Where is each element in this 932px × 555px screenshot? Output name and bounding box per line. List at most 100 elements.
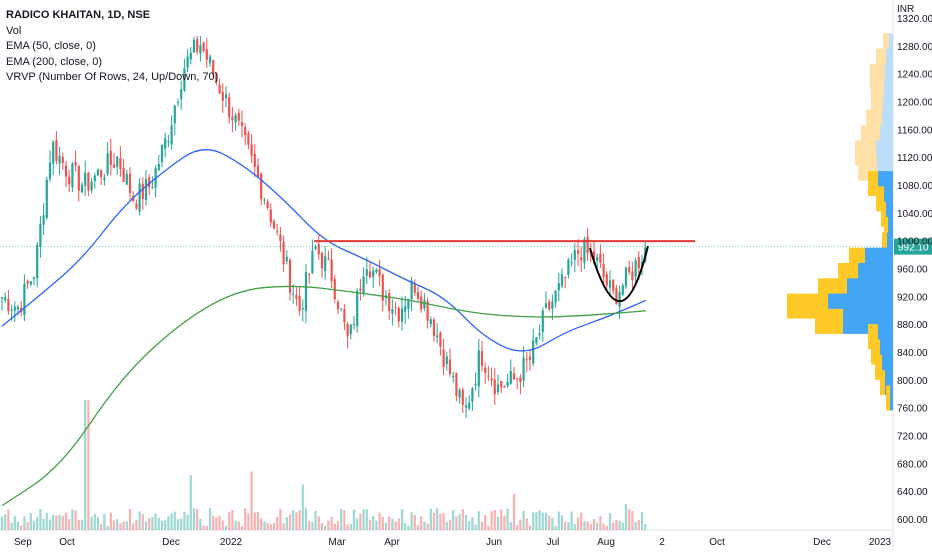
candle-body bbox=[164, 138, 167, 149]
volume-bar bbox=[279, 508, 282, 530]
candle-body bbox=[452, 375, 455, 377]
candle-body bbox=[112, 164, 116, 168]
candle-body bbox=[295, 295, 298, 299]
volume-bar bbox=[234, 520, 237, 530]
volume-bar bbox=[173, 511, 176, 530]
volume-bar bbox=[26, 521, 29, 530]
candle-body bbox=[272, 221, 276, 229]
candle-body bbox=[260, 173, 263, 200]
volume-bar bbox=[452, 509, 455, 530]
volume-bar bbox=[512, 493, 516, 530]
candle-body bbox=[557, 283, 560, 291]
volume-bar bbox=[583, 521, 586, 530]
volume-bar bbox=[464, 515, 468, 530]
volume-bar bbox=[612, 522, 615, 530]
candle-body bbox=[116, 156, 119, 167]
candle-body bbox=[199, 45, 202, 54]
x-tick-label: 2 bbox=[659, 537, 665, 548]
legend-vrvp[interactable]: VRVP (Number Of Rows, 24, Up/Down, 70) bbox=[6, 71, 219, 83]
candle-body bbox=[96, 169, 100, 176]
candle-body bbox=[208, 56, 212, 64]
volume-bar bbox=[477, 511, 480, 530]
candle-body bbox=[119, 158, 122, 170]
candle-body bbox=[228, 96, 231, 118]
candle-body bbox=[314, 246, 317, 249]
volume-bar bbox=[39, 508, 42, 530]
candle-body bbox=[612, 279, 615, 291]
volume-bar bbox=[359, 513, 362, 530]
candle-body bbox=[58, 155, 61, 164]
volume-bar bbox=[516, 525, 519, 530]
y-tick-label: 1200.00 bbox=[897, 97, 932, 108]
volume-bar bbox=[432, 512, 436, 530]
candle-body bbox=[68, 176, 71, 185]
y-tick-label: 1160.00 bbox=[897, 125, 932, 136]
candle-body bbox=[55, 139, 58, 161]
volume-bar bbox=[138, 511, 141, 530]
candle-body bbox=[564, 277, 567, 279]
last-price-badge bbox=[894, 238, 932, 255]
y-tick-label: 920.00 bbox=[897, 292, 928, 303]
volume-bar bbox=[496, 516, 500, 530]
candle-body bbox=[221, 92, 224, 101]
volume-bar bbox=[36, 517, 39, 530]
volume-bar bbox=[548, 515, 551, 530]
candle-body bbox=[340, 308, 343, 310]
volume-bar bbox=[522, 510, 525, 530]
candle-body bbox=[36, 245, 39, 279]
vp-up-bar bbox=[884, 186, 893, 212]
candle-body bbox=[592, 251, 596, 263]
y-tick-label: 960.00 bbox=[897, 265, 928, 276]
volume-bar bbox=[448, 519, 452, 530]
legend-ema200[interactable]: EMA (200, close, 0) bbox=[6, 55, 102, 68]
volume-bar bbox=[208, 508, 212, 530]
volume-bar bbox=[388, 516, 391, 530]
candle-body bbox=[445, 356, 448, 365]
candle-body bbox=[487, 375, 490, 377]
candle-body bbox=[480, 351, 484, 366]
vp-down-bar bbox=[868, 171, 878, 197]
volume-bar bbox=[250, 471, 253, 530]
candle-body bbox=[474, 383, 477, 386]
volume-bar bbox=[253, 512, 256, 530]
candle-body bbox=[202, 42, 205, 51]
volume-bar bbox=[624, 504, 628, 530]
volume-bar bbox=[570, 511, 573, 530]
y-tick-label: 1040.00 bbox=[897, 209, 932, 220]
volume-bar bbox=[480, 521, 484, 530]
x-tick-label: Jun bbox=[486, 537, 502, 548]
candle-body bbox=[32, 277, 36, 279]
volume-bar bbox=[621, 522, 624, 530]
legend-volume[interactable]: Vol bbox=[6, 24, 22, 37]
x-tick-label: Mar bbox=[328, 537, 346, 548]
vp-up-bar bbox=[888, 217, 893, 243]
chart-title[interactable]: RADICO KHAITAN, 1D, NSE bbox=[6, 9, 151, 21]
candle-body bbox=[308, 273, 311, 275]
volume-bar bbox=[112, 520, 116, 530]
candle-body bbox=[343, 309, 346, 322]
volume-bar bbox=[560, 515, 564, 530]
volume-bar bbox=[74, 510, 77, 530]
candle-body bbox=[359, 288, 362, 291]
candle-body bbox=[394, 306, 397, 308]
candle-body bbox=[407, 299, 410, 309]
volume-bar bbox=[532, 512, 535, 530]
legend-ema50[interactable]: EMA (50, close, 0) bbox=[6, 40, 96, 52]
candle-body bbox=[253, 153, 256, 167]
volume-bar bbox=[276, 516, 279, 530]
candle-body bbox=[519, 377, 522, 383]
volume-bar bbox=[420, 516, 423, 530]
volume-bar bbox=[634, 521, 637, 530]
candle-body bbox=[573, 250, 576, 260]
candle-body bbox=[512, 373, 516, 380]
candle-body bbox=[148, 177, 151, 188]
volume-bar bbox=[288, 514, 292, 530]
x-tick-label: 2023 bbox=[869, 537, 892, 548]
volume-bars bbox=[0, 400, 647, 530]
candle-body bbox=[365, 269, 368, 276]
vp-up-bar bbox=[889, 33, 893, 59]
volume-bar bbox=[330, 516, 333, 530]
candle-body bbox=[576, 250, 580, 254]
